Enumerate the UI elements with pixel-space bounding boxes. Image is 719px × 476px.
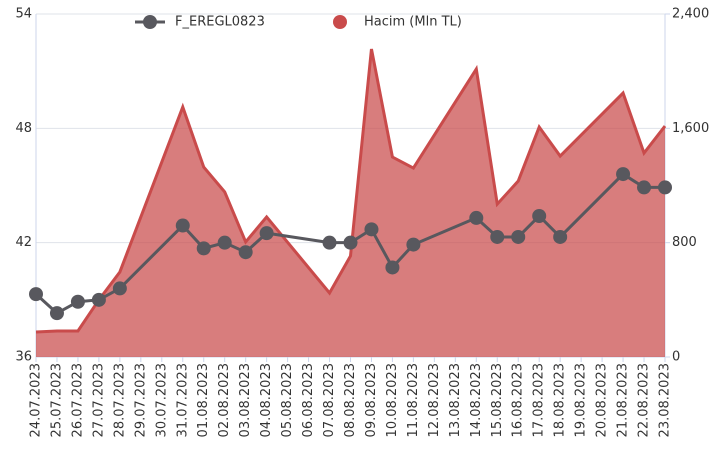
x-tick-label: 10.08.2023 — [385, 363, 400, 437]
x-tick-label: 27.07.2023 — [91, 363, 106, 437]
x-tick-label: 23.08.2023 — [658, 363, 673, 437]
y-tick-label: 42 — [15, 235, 32, 250]
area-line — [35, 48, 667, 334]
marker — [112, 281, 127, 296]
marker — [91, 292, 106, 307]
marker — [322, 235, 337, 250]
marker — [658, 180, 672, 195]
x-tick-label: 16.08.2023 — [511, 363, 526, 437]
marker — [196, 241, 211, 256]
legend-marker — [143, 15, 157, 29]
x-tick-label: 20.08.2023 — [595, 363, 610, 437]
x-tick-label: 14.08.2023 — [469, 363, 484, 437]
y2-tick-label: 2,400 — [672, 7, 709, 22]
y-tick-label: 48 — [15, 121, 32, 136]
marker — [238, 245, 253, 260]
x-tick-label: 15.08.2023 — [490, 363, 505, 437]
x-tick-label: 13.08.2023 — [448, 363, 463, 437]
x-tick-label: 17.08.2023 — [532, 363, 547, 437]
x-tick-label: 31.07.2023 — [175, 363, 190, 437]
x-tick-label: 22.08.2023 — [637, 363, 652, 437]
marker — [217, 235, 232, 250]
marker — [259, 226, 274, 241]
marker — [616, 167, 631, 182]
marker — [29, 287, 43, 302]
x-tick-label: 24.07.2023 — [29, 363, 44, 437]
marker — [406, 237, 421, 252]
x-tick-label: 06.08.2023 — [301, 363, 316, 437]
marker — [49, 306, 64, 321]
marker — [175, 218, 190, 233]
x-tick-label: 09.08.2023 — [364, 363, 379, 437]
x-tick-label: 18.08.2023 — [553, 363, 568, 437]
marker — [469, 210, 484, 225]
marker — [511, 229, 526, 244]
marker — [637, 180, 652, 195]
x-tick-label: 04.08.2023 — [259, 363, 274, 437]
x-tick-label: 05.08.2023 — [280, 363, 295, 437]
legend-label: F_EREGL0823 — [175, 15, 265, 30]
marker — [364, 222, 379, 237]
marker — [532, 208, 547, 223]
y2-tick-label: 1,600 — [672, 121, 709, 136]
x-tick-label: 08.08.2023 — [343, 363, 358, 437]
y2-tick-label: 0 — [672, 350, 680, 365]
x-tick-label: 25.07.2023 — [49, 363, 64, 437]
y-tick-label: 54 — [15, 7, 32, 22]
y-tick-label: 36 — [15, 350, 32, 365]
x-tick-label: 07.08.2023 — [322, 363, 337, 437]
x-tick-label: 28.07.2023 — [112, 363, 127, 437]
x-tick-label: 12.08.2023 — [427, 363, 442, 437]
x-tick-label: 03.08.2023 — [238, 363, 253, 437]
y2-tick-label: 800 — [672, 235, 697, 250]
x-tick-label: 01.08.2023 — [196, 363, 211, 437]
x-tick-label: 11.08.2023 — [406, 363, 421, 437]
x-tick-label: 29.07.2023 — [133, 363, 148, 437]
marker — [343, 235, 358, 250]
area — [36, 49, 665, 357]
x-tick-label: 26.07.2023 — [70, 363, 85, 437]
x-tick-label: 02.08.2023 — [217, 363, 232, 437]
x-tick-label: 19.08.2023 — [574, 363, 589, 437]
marker — [553, 229, 568, 244]
marker — [385, 260, 400, 275]
x-tick-label: 30.07.2023 — [154, 363, 169, 437]
legend-marker — [333, 15, 347, 29]
legend-label: Hacim (Mln TL) — [364, 15, 462, 30]
marker — [70, 294, 85, 309]
x-tick-label: 21.08.2023 — [616, 363, 631, 437]
marker — [490, 229, 505, 244]
